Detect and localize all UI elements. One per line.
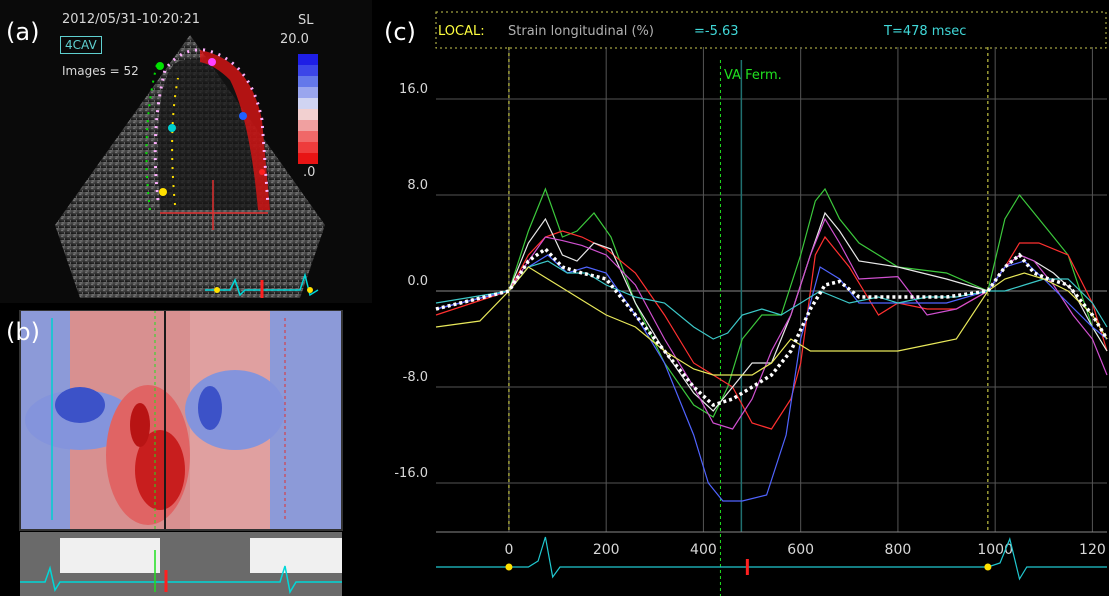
scale-title: SL bbox=[298, 13, 314, 28]
y-tick-label: 8.0 bbox=[407, 178, 428, 193]
scale-swatch bbox=[298, 120, 318, 131]
strain-series-line bbox=[435, 187, 1108, 418]
header-local: LOCAL: bbox=[438, 24, 485, 39]
panel-c-label: (c) bbox=[384, 18, 416, 46]
x-tick-label: 800 bbox=[885, 542, 912, 558]
ecg-trace bbox=[436, 536, 1107, 581]
x-tick-label: 600 bbox=[787, 542, 814, 558]
strain-series-line bbox=[435, 254, 1108, 502]
strain-curves-chart[interactable]: 16.08.00.0-8.0-16.00 200 400 600 800 1000 120 bbox=[376, 0, 1109, 596]
x-tick-label: 200 bbox=[593, 542, 620, 558]
scale-max-value: 20.0 bbox=[280, 32, 309, 47]
images-count: Images = 52 bbox=[62, 64, 139, 78]
scale-swatch bbox=[298, 65, 318, 76]
panel-c-strain-chart: 16.0 8.0 0.0 -8.0 -16.0 0 200 400 600 800 1000 120 … bbox=[376, 0, 1109, 596]
header-box bbox=[435, 11, 1107, 49]
scale-swatch bbox=[298, 76, 318, 87]
scale-swatch bbox=[298, 153, 318, 164]
panel-b-strain-map: (b) bbox=[0, 310, 372, 596]
ecg-marker bbox=[984, 563, 992, 571]
panel-a-echo-view: (a) 2012/05/31-10:20:21 4CAV Images = 52… bbox=[0, 0, 372, 303]
panel-b-label: (b) bbox=[6, 318, 40, 346]
strain-series-line bbox=[435, 217, 1108, 430]
y-tick-label: -16.0 bbox=[394, 466, 428, 481]
scale-swatch bbox=[298, 54, 318, 65]
scale-swatch bbox=[298, 109, 318, 120]
strain-series-line bbox=[435, 266, 1108, 376]
scale-swatch bbox=[298, 98, 318, 109]
y-tick-label: 16.0 bbox=[399, 82, 428, 97]
strain-series-line bbox=[435, 246, 1109, 407]
header-value: =-5.63 bbox=[694, 24, 739, 39]
header-time: T=478 msec bbox=[884, 24, 967, 39]
ecg-trace-mini bbox=[205, 272, 319, 298]
ecg-marker bbox=[505, 563, 513, 571]
tracking-points[interactable] bbox=[145, 48, 270, 211]
strain-series-line bbox=[435, 230, 1108, 430]
echo-image bbox=[55, 35, 325, 298]
x-tick-label: 0 bbox=[504, 542, 513, 558]
scale-swatch bbox=[298, 87, 318, 98]
y-tick-label: -8.0 bbox=[403, 370, 428, 385]
strain-color-map bbox=[19, 310, 343, 596]
x-tick-label: 400 bbox=[690, 542, 717, 558]
scale-swatch bbox=[298, 131, 318, 142]
y-tick-label: 0.0 bbox=[407, 274, 428, 289]
va-ferm-label: VA Ferm. bbox=[724, 68, 782, 83]
view-badge[interactable]: 4CAV bbox=[60, 36, 102, 54]
datetime-stamp: 2012/05/31-10:20:21 bbox=[62, 12, 201, 27]
panel-a-label: (a) bbox=[6, 18, 40, 46]
x-tick-label: 120 bbox=[1079, 542, 1106, 558]
scale-min-value: .0 bbox=[303, 165, 316, 180]
scale-swatch bbox=[298, 142, 318, 153]
strain-color-scale bbox=[298, 54, 318, 164]
header-metric: Strain longitudinal (%) bbox=[508, 24, 654, 39]
